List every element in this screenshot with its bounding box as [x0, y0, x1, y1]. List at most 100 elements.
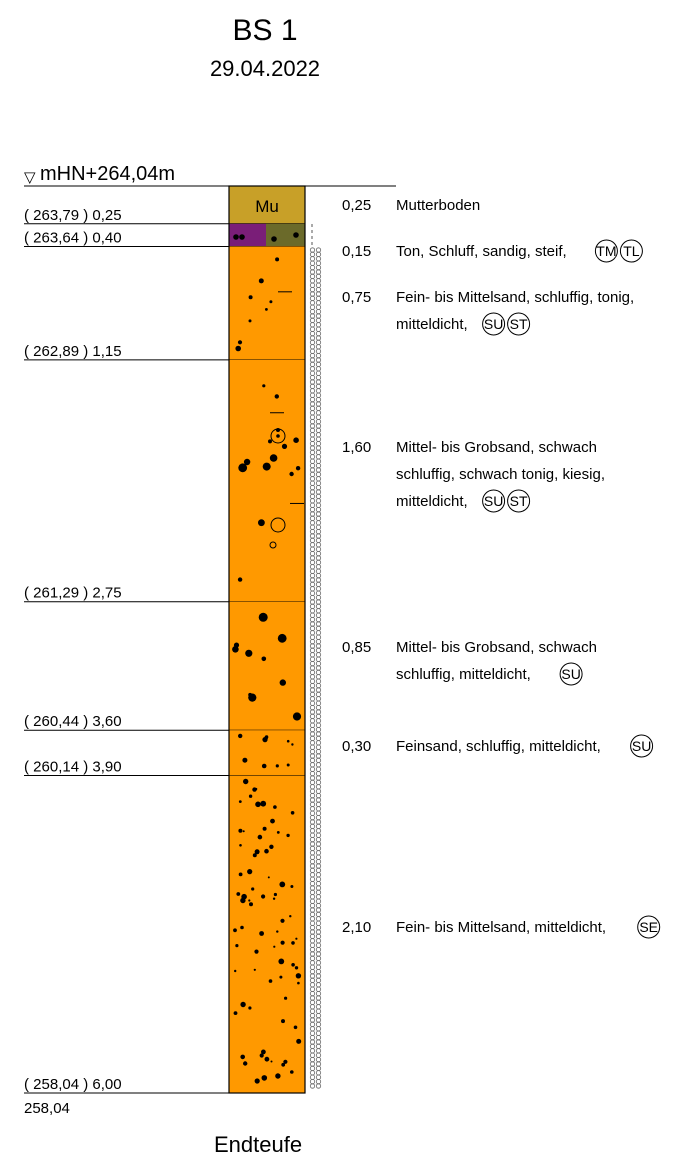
casing-ring — [309, 951, 316, 957]
casing-ring — [309, 977, 316, 984]
casing-ring — [315, 361, 322, 367]
casing-ring — [309, 308, 316, 315]
soil-grain-dot — [236, 892, 241, 896]
casing-ring — [315, 924, 322, 931]
casing-ring — [315, 1039, 322, 1045]
casing-ring — [315, 982, 322, 988]
end-depth-label: Endteufe — [214, 1132, 303, 1157]
casing-ring — [315, 713, 322, 720]
soil-grain-dot — [254, 1078, 260, 1084]
casing-ring — [309, 383, 316, 389]
casing-ring — [309, 458, 316, 464]
casing-ring — [309, 291, 316, 297]
casing-ring — [309, 1079, 316, 1085]
soil-grain-dot — [262, 384, 266, 388]
casing-ring — [315, 775, 322, 781]
casing-ring — [309, 709, 316, 715]
casing-ring — [315, 603, 322, 610]
soil-grain-dot — [279, 975, 283, 979]
soil-grain-dot — [268, 979, 273, 983]
casing-ring — [315, 801, 322, 808]
casing-ring — [309, 608, 316, 614]
casing-ring — [309, 454, 316, 460]
casing-ring — [315, 885, 322, 891]
soil-group-code: SE — [639, 919, 658, 935]
soil-grain-dot — [253, 968, 256, 971]
casing-ring — [309, 885, 316, 891]
casing-ring — [309, 894, 316, 900]
soil-grain-dot — [248, 1006, 252, 1010]
soil-group-code: SU — [632, 738, 651, 754]
soil-grain-dot — [235, 944, 239, 948]
soil-grain-dot — [292, 712, 302, 721]
casing-ring — [315, 379, 322, 385]
layer-description: Ton, Schluff, sandig, steif, — [396, 243, 567, 260]
casing-ring — [309, 388, 316, 394]
casing-ring — [315, 964, 322, 970]
casing-ring — [309, 845, 316, 852]
casing-ring — [309, 722, 316, 728]
casing-ring — [309, 506, 316, 513]
casing-ring — [309, 784, 316, 790]
casing-ring — [315, 462, 322, 469]
casing-ring — [315, 555, 322, 561]
casing-ring — [315, 577, 322, 583]
casing-ring — [315, 810, 322, 816]
soil-grain-dot — [290, 1070, 294, 1074]
casing-ring — [309, 317, 316, 323]
casing-ring — [315, 476, 322, 482]
casing-ring — [309, 788, 316, 794]
casing-ring — [315, 1079, 322, 1085]
casing-ring — [309, 524, 316, 530]
casing-ring — [315, 366, 322, 372]
casing-ring — [309, 946, 316, 953]
casing-ring — [309, 586, 316, 592]
gravel-symbol — [270, 428, 286, 444]
casing-ring — [315, 286, 322, 293]
casing-ring — [315, 788, 322, 794]
casing-ring — [315, 823, 322, 830]
soil-group-circle — [630, 734, 654, 758]
casing-ring — [315, 797, 322, 803]
soil-grain-dot — [243, 458, 251, 466]
soil-grain-dot — [294, 966, 299, 970]
layer-fill — [266, 223, 305, 247]
casing-ring — [315, 612, 322, 618]
soil-group-circle — [482, 489, 506, 513]
casing-ring — [309, 990, 316, 997]
borehole-date: 29.04.2022 — [209, 56, 321, 81]
casing-ring — [309, 1017, 316, 1023]
casing-ring — [315, 625, 322, 632]
casing-ring — [315, 968, 322, 975]
soil-group-circle — [619, 239, 643, 263]
casing-ring — [315, 916, 322, 922]
casing-ring — [309, 841, 316, 847]
casing-ring — [309, 449, 316, 455]
casing-ring — [309, 744, 316, 750]
soil-grain-dot — [275, 1073, 281, 1079]
casing-ring — [309, 902, 316, 909]
casing-ring — [315, 665, 322, 671]
soil-grain-dot — [286, 739, 290, 743]
layer-thickness: 0,30 — [342, 738, 371, 755]
casing-ring — [309, 330, 316, 337]
casing-ring — [309, 269, 316, 275]
casing-ring — [309, 973, 316, 979]
casing-ring — [315, 652, 322, 658]
casing-ring — [309, 797, 316, 803]
bottom-elevation-label: 258,04 — [24, 1100, 70, 1117]
casing-ring — [315, 401, 322, 407]
casing-ring — [315, 762, 322, 768]
layer-thickness: 2,10 — [342, 919, 371, 936]
soil-grain-dot — [261, 894, 266, 899]
soil-grain-dot — [295, 973, 302, 979]
soil-grain-dot — [276, 930, 279, 933]
casing-ring — [315, 594, 322, 601]
soil-grain-dot — [270, 818, 275, 824]
soil-group-circle — [482, 312, 506, 336]
casing-ring — [309, 1021, 316, 1028]
casing-ring — [315, 506, 322, 513]
casing-ring — [309, 678, 316, 684]
soil-grain-dot — [289, 915, 292, 918]
casing-ring — [309, 304, 316, 310]
